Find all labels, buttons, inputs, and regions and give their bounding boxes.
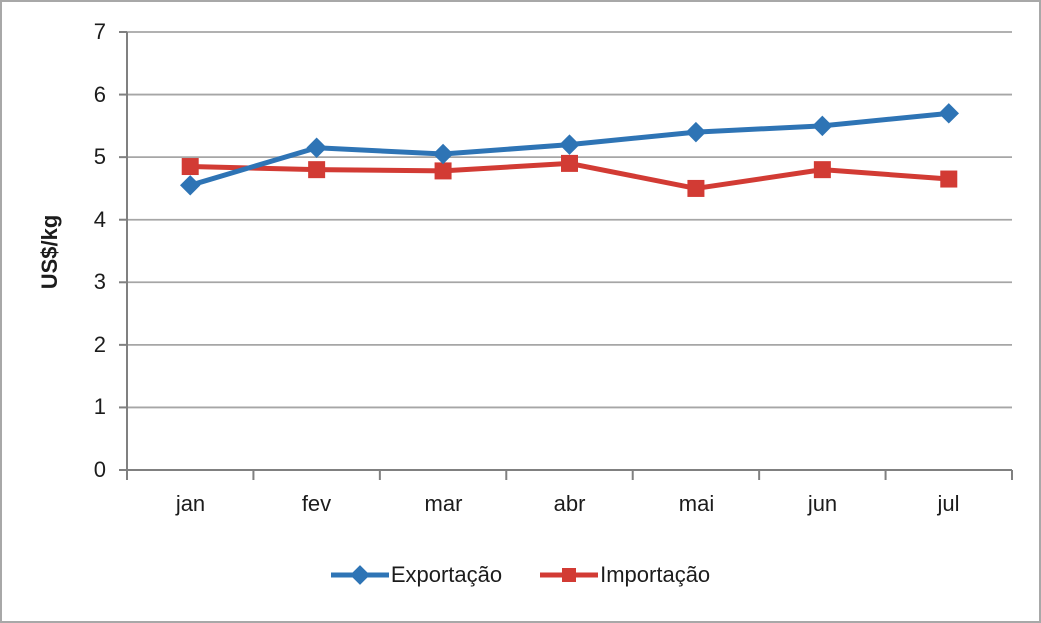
y-tick-label: 4	[93, 207, 106, 232]
x-tick-label: mai	[678, 491, 715, 516]
series-Exportação	[180, 103, 959, 196]
y-axis-title: US$/kg	[37, 214, 62, 290]
series-Importação	[181, 154, 958, 197]
importacao-line-square-icon	[540, 565, 599, 585]
legend-item-exportacao: Exportação	[330, 562, 503, 588]
legend-label-exportacao: Exportação	[390, 562, 503, 587]
legend-label-importacao: Importação	[600, 562, 711, 587]
exportacao-line-diamond-icon	[330, 565, 389, 585]
y-tick-label: 6	[93, 82, 106, 107]
legend-item-importacao: Importação	[540, 562, 710, 588]
x-tick-label: jan	[175, 491, 206, 516]
y-tick-label: 3	[93, 269, 106, 294]
y-tick-label: 7	[93, 19, 106, 44]
y-tick-label: 2	[93, 332, 106, 357]
x-tick-label: fev	[301, 491, 332, 516]
legend: Exportação Importação	[2, 562, 1039, 588]
y-tick-label: 1	[93, 394, 106, 419]
x-tick-label: abr	[553, 491, 586, 516]
x-tick-label: jun	[807, 491, 838, 516]
x-tick-label: mar	[424, 491, 463, 516]
x-tick-label: jul	[937, 491, 960, 516]
y-tick-label: 5	[93, 144, 106, 169]
y-tick-label: 0	[93, 457, 106, 482]
